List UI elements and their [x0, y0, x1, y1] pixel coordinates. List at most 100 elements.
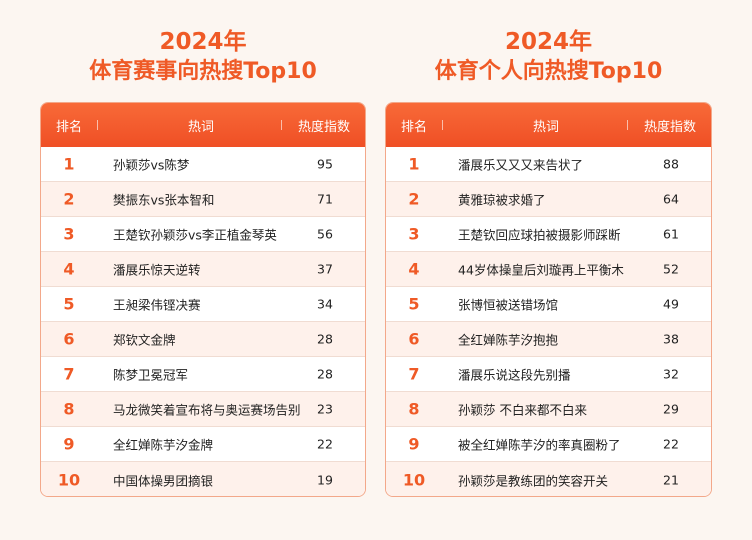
row-rank: 6 — [408, 329, 420, 349]
row-rank: 3 — [408, 224, 420, 244]
row-heat: 95 — [317, 156, 333, 172]
row-heat: 38 — [663, 331, 679, 347]
row-topic: 潘展乐说这段先别播 — [458, 367, 571, 383]
row-rank: 7 — [63, 364, 75, 384]
row-topic: 郑钦文金牌 — [113, 332, 176, 348]
table-row: 5 张博恒被送错场馆 49 — [386, 287, 711, 322]
header-divider — [627, 120, 628, 130]
row-heat: 19 — [317, 472, 333, 487]
row-heat: 49 — [663, 296, 679, 312]
row-rank: 8 — [63, 399, 75, 419]
row-rank: 2 — [408, 189, 420, 209]
row-heat: 22 — [663, 436, 679, 452]
row-topic: 马龙微笑着宣布将与奥运赛场告别 — [113, 402, 301, 418]
table-row: 2 樊振东vs张本智和 71 — [41, 182, 365, 217]
right-header-heat: 热度指数 — [643, 119, 696, 135]
table-row: 9 被全红婵陈芋汐的率真圈粉了 22 — [386, 427, 711, 462]
row-topic: 潘展乐又又又来告状了 — [458, 157, 584, 173]
left-title-text: 体育赛事向热搜Top10 — [89, 58, 317, 84]
row-rank: 3 — [63, 224, 75, 244]
table-row: 8 孙颖莎 不白来都不白来 29 — [386, 392, 711, 427]
row-heat: 37 — [317, 261, 333, 277]
row-topic: 张博恒被送错场馆 — [458, 297, 559, 313]
right-panel-title: 2024年 体育个人向热搜Top10 — [385, 29, 712, 85]
row-heat: 34 — [317, 296, 333, 312]
row-rank: 9 — [63, 434, 75, 454]
row-topic: 孙颖莎是教练团的笑容开关 — [458, 473, 609, 488]
right-title-text: 体育个人向热搜Top10 — [434, 58, 663, 84]
row-heat: 28 — [317, 366, 333, 382]
right-title-year: 2024年 — [504, 29, 592, 55]
row-rank: 6 — [63, 329, 75, 349]
left-ranking-table: 排名 热词 热度指数 1 孙颖莎vs陈梦 95 2 樊振东vs张本智和 71 3 王楚钦孙… — [40, 102, 366, 497]
row-topic: 潘展乐惊天逆转 — [113, 262, 201, 278]
row-topic: 孙颖莎 不白来都不白来 — [458, 402, 587, 418]
right-ranking-table: 排名 热词 热度指数 1 潘展乐又又又来告状了 88 2 黄雅琼被求婚了 64 3 王楚钦… — [385, 102, 712, 497]
table-row: 3 王楚钦回应球拍被摄影师踩断 61 — [386, 217, 711, 252]
row-heat: 88 — [663, 156, 679, 172]
row-topic: 樊振东vs张本智和 — [113, 192, 215, 208]
row-rank: 8 — [408, 399, 420, 419]
row-topic: 全红婵陈芋汐金牌 — [113, 437, 214, 453]
table-row: 8 马龙微笑着宣布将与奥运赛场告别 23 — [41, 392, 365, 427]
row-rank: 10 — [57, 470, 81, 489]
header-divider — [97, 120, 98, 130]
row-heat: 28 — [317, 331, 333, 347]
header-divider — [281, 120, 282, 130]
row-heat: 32 — [663, 366, 679, 382]
header-divider — [442, 120, 443, 130]
table-row: 10 孙颖莎是教练团的笑容开关 21 — [386, 462, 711, 496]
left-header-topic: 热词 — [187, 119, 214, 135]
row-rank: 7 — [408, 364, 420, 384]
row-topic: 44岁体操皇后刘璇再上平衡木 — [458, 262, 624, 278]
table-row: 7 潘展乐说这段先别播 32 — [386, 357, 711, 392]
table-row: 4 潘展乐惊天逆转 37 — [41, 252, 365, 287]
row-topic: 孙颖莎vs陈梦 — [113, 157, 190, 173]
row-rank: 5 — [63, 294, 75, 314]
row-heat: 56 — [317, 226, 333, 242]
right-table-body: 1 潘展乐又又又来告状了 88 2 黄雅琼被求婚了 64 3 王楚钦回应球拍被摄影师踩断 6… — [386, 147, 711, 496]
left-title-year: 2024年 — [159, 29, 247, 55]
row-rank: 4 — [408, 259, 420, 279]
row-topic: 王楚钦孙颖莎vs李正植金琴英 — [113, 227, 277, 243]
row-heat: 52 — [663, 261, 679, 277]
row-topic: 黄雅琼被求婚了 — [458, 192, 546, 208]
row-topic: 王昶梁伟铿决赛 — [113, 297, 201, 313]
table-row: 1 孙颖莎vs陈梦 95 — [41, 147, 365, 182]
table-row: 6 全红婵陈芋汐抱抱 38 — [386, 322, 711, 357]
table-row: 4 44岁体操皇后刘璇再上平衡木 52 — [386, 252, 711, 287]
row-heat: 29 — [663, 401, 679, 417]
left-header-rank: 排名 — [55, 119, 82, 135]
row-heat: 23 — [317, 401, 333, 417]
left-header-heat: 热度指数 — [297, 119, 350, 135]
row-rank: 5 — [408, 294, 420, 314]
row-heat: 64 — [663, 191, 679, 207]
left-table-header: 排名 热词 热度指数 — [41, 103, 365, 147]
row-rank: 2 — [63, 189, 75, 209]
row-rank: 4 — [63, 259, 75, 279]
row-topic: 王楚钦回应球拍被摄影师踩断 — [458, 227, 621, 243]
table-row: 7 陈梦卫冕冠军 28 — [41, 357, 365, 392]
left-panel-title: 2024年 体育赛事向热搜Top10 — [40, 29, 366, 85]
row-rank: 10 — [402, 470, 426, 489]
right-header-topic: 热词 — [532, 119, 559, 135]
row-heat: 22 — [317, 436, 333, 452]
right-table-header: 排名 热词 热度指数 — [386, 103, 711, 147]
row-heat: 21 — [663, 472, 679, 487]
table-row: 1 潘展乐又又又来告状了 88 — [386, 147, 711, 182]
table-row: 10 中国体操男团摘银 19 — [41, 462, 365, 496]
left-table-body: 1 孙颖莎vs陈梦 95 2 樊振东vs张本智和 71 3 王楚钦孙颖莎vs李正植金琴英 5… — [41, 147, 365, 496]
table-row: 2 黄雅琼被求婚了 64 — [386, 182, 711, 217]
table-row: 3 王楚钦孙颖莎vs李正植金琴英 56 — [41, 217, 365, 252]
row-rank: 1 — [408, 154, 420, 174]
row-rank: 9 — [408, 434, 420, 454]
row-topic: 陈梦卫冕冠军 — [113, 367, 189, 383]
table-row: 6 郑钦文金牌 28 — [41, 322, 365, 357]
table-row: 5 王昶梁伟铿决赛 34 — [41, 287, 365, 322]
table-row: 9 全红婵陈芋汐金牌 22 — [41, 427, 365, 462]
row-heat: 71 — [317, 191, 333, 207]
row-heat: 61 — [663, 226, 679, 242]
right-header-rank: 排名 — [400, 119, 427, 135]
row-topic: 中国体操男团摘银 — [113, 473, 214, 488]
row-topic: 被全红婵陈芋汐的率真圈粉了 — [458, 437, 621, 453]
